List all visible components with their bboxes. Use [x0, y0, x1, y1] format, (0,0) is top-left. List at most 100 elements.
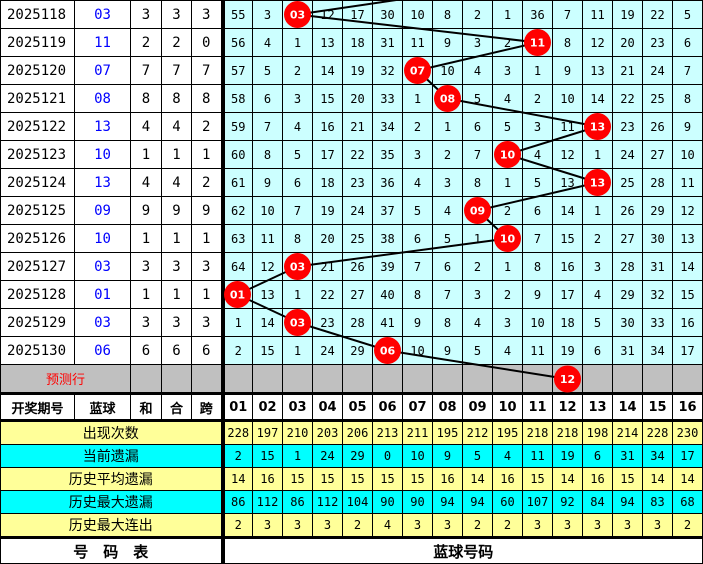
- omission-cell: 17: [342, 0, 373, 29]
- hit-cell: [462, 196, 493, 225]
- omission-cell: 1: [222, 308, 253, 337]
- stat-value: 31: [612, 444, 643, 468]
- stat-value: 3: [582, 513, 613, 538]
- stat-value: 1: [282, 444, 313, 468]
- omission-cell: 64: [222, 252, 253, 281]
- stat-value: 14: [222, 467, 253, 491]
- sum-value-cell: 7: [161, 56, 192, 85]
- omission-cell: 10: [252, 196, 283, 225]
- stat-value: 2: [462, 513, 493, 538]
- stat-value: 92: [552, 490, 583, 514]
- stat-value: 218: [522, 420, 553, 445]
- predict-cell: [432, 364, 463, 394]
- span-cell: 3: [191, 308, 225, 337]
- omission-cell: 19: [312, 196, 343, 225]
- stat-value: 214: [612, 420, 643, 445]
- omission-cell: 12: [552, 140, 583, 169]
- stat-value: 15: [372, 467, 403, 491]
- omission-cell: 2: [522, 84, 553, 113]
- omission-cell: 35: [372, 140, 403, 169]
- stat-value: 211: [402, 420, 433, 445]
- omission-cell: 19: [612, 0, 643, 29]
- stat-value: 228: [222, 420, 253, 445]
- omission-cell: 34: [372, 112, 403, 141]
- omission-cell: 28: [612, 252, 643, 281]
- span-cell: 6: [191, 336, 225, 365]
- omission-cell: 6: [522, 196, 553, 225]
- stat-value: 212: [462, 420, 493, 445]
- omission-cell: 41: [372, 308, 403, 337]
- footer-left: 号 码 表: [0, 536, 225, 564]
- omission-cell: 36: [522, 0, 553, 29]
- omission-cell: 24: [612, 140, 643, 169]
- stat-value: 94: [462, 490, 493, 514]
- omission-cell: 3: [462, 28, 493, 57]
- predict-sum-value-cell: [161, 364, 192, 394]
- omission-cell: 3: [432, 168, 463, 197]
- omission-cell: 5: [672, 0, 703, 29]
- stat-value: 60: [492, 490, 523, 514]
- omission-cell: 6: [402, 224, 433, 253]
- omission-cell: 8: [432, 0, 463, 29]
- sum-cell: 4: [130, 112, 162, 141]
- omission-cell: 12: [312, 0, 343, 29]
- omission-cell: 30: [642, 224, 673, 253]
- draw-row: 2025123 10 1 1 1 60 8 5 17 22 35 3 2 7 4 12 1 24 27 10: [0, 140, 703, 169]
- stat-value: 15: [612, 467, 643, 491]
- omission-cell: 1: [282, 280, 313, 309]
- omission-cell: 2: [432, 140, 463, 169]
- stat-value: 228: [642, 420, 673, 445]
- omission-cell: 21: [342, 112, 373, 141]
- predict-cell: [522, 364, 553, 394]
- omission-cell: 27: [612, 224, 643, 253]
- omission-cell: 22: [312, 280, 343, 309]
- omission-cell: 1: [282, 28, 313, 57]
- sum-cell: 1: [130, 140, 162, 169]
- predict-cell: [372, 364, 403, 394]
- predict-label: 预测行: [0, 364, 131, 394]
- omission-cell: 4: [462, 308, 493, 337]
- omission-cell: 17: [312, 140, 343, 169]
- omission-cell: 10: [402, 0, 433, 29]
- stat-value: 3: [282, 513, 313, 538]
- stat-value: 90: [372, 490, 403, 514]
- omission-cell: 60: [222, 140, 253, 169]
- stat-value: 16: [492, 467, 523, 491]
- predict-cell: [402, 364, 433, 394]
- sum-value-cell: 3: [161, 308, 192, 337]
- omission-cell: 12: [582, 28, 613, 57]
- omission-cell: 18: [312, 168, 343, 197]
- draw-row: 2025125 09 9 9 9 62 10 7 19 24 37 5 4 2 6 14 1 26 29 12: [0, 196, 703, 225]
- omission-cell: 29: [642, 196, 673, 225]
- omission-cell: 25: [612, 168, 643, 197]
- omission-cell: 11: [402, 28, 433, 57]
- stat-value: 230: [672, 420, 703, 445]
- header-number: 15: [642, 392, 673, 422]
- omission-cell: 8: [282, 224, 313, 253]
- stat-row: 出现次数 228 197 210 203 206 213 211 195 212 195 218 218…: [0, 420, 703, 445]
- hit-cell: [522, 28, 553, 57]
- header-blue: 蓝球: [74, 392, 131, 422]
- omission-cell: 13: [582, 56, 613, 85]
- omission-cell: 9: [552, 56, 583, 85]
- stat-value: 83: [642, 490, 673, 514]
- stat-value: 198: [582, 420, 613, 445]
- draw-row: 2025130 06 6 6 6 2 15 1 24 29 10 9 5 4 11 19 6 31 34 17: [0, 336, 703, 365]
- omission-cell: 25: [642, 84, 673, 113]
- predict-cell: [312, 364, 343, 394]
- sum-cell: 7: [130, 56, 162, 85]
- omission-cell: 4: [282, 112, 313, 141]
- period-cell: 2025124: [0, 168, 75, 197]
- stat-value: 3: [552, 513, 583, 538]
- omission-cell: 15: [312, 84, 343, 113]
- omission-cell: 1: [582, 196, 613, 225]
- stat-value: 14: [462, 467, 493, 491]
- omission-cell: 29: [342, 336, 373, 365]
- omission-cell: 21: [612, 56, 643, 85]
- draw-row: 2025124 13 4 4 2 61 9 6 18 23 36 4 3 8 1 5 13 25 28 11: [0, 168, 703, 197]
- blue-number-cell: 13: [74, 168, 131, 197]
- omission-cell: 63: [222, 224, 253, 253]
- stat-value: 3: [642, 513, 673, 538]
- header-period: 开奖期号: [0, 392, 75, 422]
